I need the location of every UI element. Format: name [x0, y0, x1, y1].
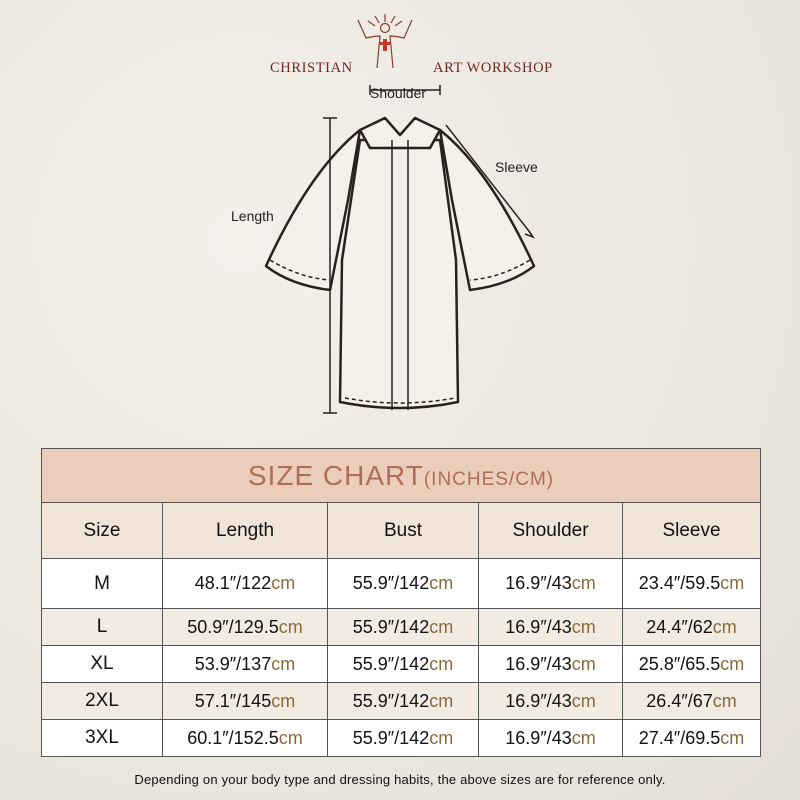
unit: cm	[271, 653, 296, 674]
unit: cm	[429, 690, 454, 711]
right-sleeve	[438, 128, 536, 292]
measurement-cell: 57.1″/145cm	[162, 682, 328, 720]
value: 53.9″/137	[194, 653, 272, 674]
brand-name-right: ART WORKSHOP	[433, 60, 553, 76]
value: 16.9″/43	[505, 573, 572, 593]
table-row: XL 53.9″/137cm 55.9″/142cm 16.9″/43cm 25.8″/…	[41, 645, 762, 683]
collar	[358, 116, 442, 150]
robe-diagram	[264, 85, 536, 414]
measurement-cell: 55.9″/142cm	[327, 608, 479, 646]
size-cell: 3XL	[41, 719, 163, 757]
size-cell: XL	[41, 645, 163, 683]
table-row: L 50.9″/129.5cm 55.9″/142cm 16.9″/43cm 24.4″…	[41, 608, 762, 646]
header-bust: Bust	[327, 502, 479, 559]
unit: cm	[429, 653, 454, 674]
value: 55.9″/142	[352, 727, 430, 748]
header-size: Size	[41, 502, 163, 559]
value: 25.8″/65.5	[638, 653, 721, 674]
unit: cm	[429, 727, 454, 748]
unit: cm	[278, 616, 303, 637]
brand-name-left: CHRISTIAN	[270, 60, 353, 76]
value: 55.9″/142	[352, 616, 430, 637]
sleeve-dimension	[445, 124, 536, 239]
size-cell: L	[41, 608, 163, 646]
measurement-cell: 26.4″/67cm	[621, 682, 762, 720]
brand-logo: CHRISTIAN ART WORKSHOP	[0, 12, 800, 76]
value: 48.1″/122	[194, 573, 272, 593]
value: 16.9″/43	[505, 690, 572, 711]
value: 57.1″/145	[194, 690, 272, 711]
measurement-cell: 55.9″/142cm	[327, 558, 479, 609]
measurement-cell: 25.8″/65.5cm	[621, 645, 762, 683]
unit: cm	[271, 690, 296, 711]
measurement-cell: 50.9″/129.5cm	[162, 608, 328, 646]
measurement-cell: 16.9″/43cm	[478, 608, 623, 646]
value: 16.9″/43	[505, 727, 572, 748]
value: 16.9″/43	[505, 616, 572, 637]
header-length: Length	[162, 502, 328, 559]
unit: cm	[571, 616, 596, 637]
table-row: 2XL 57.1″/145cm 55.9″/142cm 16.9″/43cm 26.4″…	[41, 682, 762, 720]
value: 27.4″/69.5	[638, 727, 721, 748]
measurement-cell: 16.9″/43cm	[478, 558, 623, 609]
title-text: SIZE CHART	[247, 459, 424, 491]
robe-body	[338, 138, 460, 410]
size-cell: M	[41, 558, 163, 609]
unit: cm	[720, 727, 745, 748]
unit: cm	[571, 653, 596, 674]
measurement-cell: 55.9″/142cm	[327, 719, 479, 757]
title-units: (INCHES/CM)	[423, 468, 555, 490]
value: 16.9″/43	[505, 653, 572, 674]
shoulder-label: Shoulder	[370, 85, 427, 101]
measurement-cell: 55.9″/142cm	[327, 645, 479, 683]
length-label: Length	[231, 208, 274, 224]
jesus-open-arms-cross-icon	[357, 14, 413, 69]
table-row: M 48.1″/122cm 55.9″/142cm 16.9″/43cm 23.4″/5…	[41, 558, 762, 609]
size-cell: 2XL	[41, 682, 163, 720]
header-sleeve: Sleeve	[621, 502, 762, 559]
length-dimension	[323, 117, 337, 414]
unit: cm	[720, 573, 745, 593]
unit: cm	[278, 727, 303, 748]
unit: cm	[429, 573, 454, 593]
value: 23.4″/59.5	[638, 573, 721, 593]
measurement-cell: 27.4″/69.5cm	[621, 719, 762, 757]
table-row: 3XL 60.1″/152.5cm 55.9″/142cm 16.9″/43cm 27.…	[41, 719, 762, 757]
value: 26.4″/67	[646, 690, 713, 711]
size-chart-title: SIZE CHART(INCHES/CM)	[40, 448, 762, 503]
measurement-cell: 48.1″/122cm	[162, 558, 328, 609]
unit: cm	[720, 653, 745, 674]
shoulder-dimension	[369, 85, 441, 95]
header-shoulder: Shoulder	[478, 502, 623, 559]
unit: cm	[571, 690, 596, 711]
value: 55.9″/142	[352, 573, 430, 593]
measurement-cell: 55.9″/142cm	[327, 682, 479, 720]
measurement-cell: 53.9″/137cm	[162, 645, 328, 683]
measurement-cell: 23.4″/59.5cm	[621, 558, 762, 609]
value: 50.9″/129.5	[187, 616, 279, 637]
unit: cm	[271, 573, 296, 593]
left-sleeve	[264, 128, 362, 292]
measurement-cell: 16.9″/43cm	[478, 645, 623, 683]
unit: cm	[571, 727, 596, 748]
value: 24.4″/62	[646, 616, 713, 637]
value: 55.9″/142	[352, 690, 430, 711]
size-chart-table: SIZE CHART(INCHES/CM) Size Length Bust S…	[40, 448, 762, 757]
value: 55.9″/142	[352, 653, 430, 674]
unit: cm	[712, 616, 737, 637]
unit: cm	[429, 616, 454, 637]
value: 60.1″/152.5	[187, 727, 279, 748]
unit: cm	[712, 690, 737, 711]
sleeve-label: Sleeve	[495, 159, 538, 175]
unit: cm	[571, 573, 596, 593]
measurement-cell: 16.9″/43cm	[478, 719, 623, 757]
measurement-cell: 16.9″/43cm	[478, 682, 623, 720]
measurement-cell: 60.1″/152.5cm	[162, 719, 328, 757]
footnote: Depending on your body type and dressing…	[134, 772, 666, 787]
measurement-cell: 24.4″/62cm	[621, 608, 762, 646]
